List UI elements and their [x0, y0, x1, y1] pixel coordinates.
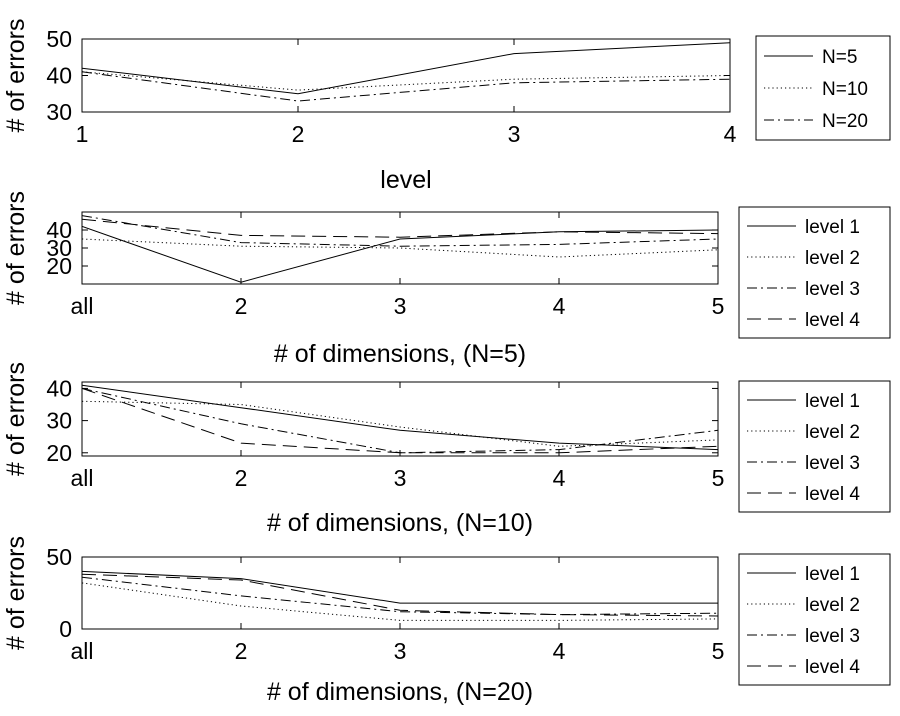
series-line-1 [82, 384, 718, 451]
legend-label: level 4 [805, 484, 860, 505]
x-tick-label: 3 [508, 121, 521, 147]
y-tick-label: 50 [46, 544, 72, 570]
series-line-1 [82, 570, 718, 604]
legend-box [738, 206, 891, 339]
y-tick-label: 30 [46, 235, 72, 261]
legend-label: level 4 [805, 310, 860, 331]
x-tick-label: 4 [724, 121, 737, 147]
x-tick-label: 2 [235, 465, 248, 491]
plot-frame [81, 556, 719, 630]
x-tick-label: all [70, 465, 93, 491]
legend-box [738, 553, 891, 686]
legend-label: level 4 [805, 657, 860, 678]
series-line-4 [82, 218, 718, 238]
series-line-2 [82, 400, 718, 447]
x-tick-label: 3 [394, 638, 407, 664]
x-axis-label: # of dimensions, (N=10) [267, 509, 533, 537]
y-tick-label: 30 [46, 99, 72, 125]
y-tick-label: 20 [46, 253, 72, 279]
x-tick-label: 1 [76, 121, 89, 147]
legend-label: level 3 [805, 453, 860, 474]
series-line-1 [82, 42, 730, 95]
x-tick-label: 5 [712, 465, 725, 491]
legend-label: level 2 [805, 422, 860, 443]
legend-box [755, 35, 891, 141]
chart-panel-3: all 2 3 4 5 20 30 40 # of dimensions, (N=10) # of… [2, 362, 891, 537]
x-tick-label: 4 [553, 465, 566, 491]
legend: N=5 N=10 N=20 [755, 35, 891, 141]
x-axis-label: # of dimensions, (N=20) [267, 678, 533, 706]
x-tick-label: 4 [553, 293, 566, 319]
legend-label: level 1 [805, 391, 860, 412]
x-tick-label: 5 [712, 638, 725, 664]
x-tick-label: all [70, 638, 93, 664]
legend-label: level 3 [805, 279, 860, 300]
y-tick-label: 40 [46, 63, 72, 89]
legend-label: level 1 [805, 564, 860, 585]
y-tick-label: 40 [46, 375, 72, 401]
plot-frame [81, 211, 719, 285]
series-line-3 [82, 71, 730, 102]
chart-panel-1: 1 2 3 4 30 40 50 level # of errors N=5 N=10 N=20 [2, 19, 891, 194]
legend: level 1 level 2 level 3 level 4 [738, 553, 891, 686]
legend-box [738, 380, 891, 513]
legend-label: N=5 [822, 47, 857, 68]
y-tick-label: 20 [46, 440, 72, 466]
x-tick-label: 5 [712, 293, 725, 319]
series-line-2 [82, 582, 718, 621]
legend-label: level 3 [805, 626, 860, 647]
y-axis-label: # of errors [2, 191, 30, 305]
legend: level 1 level 2 level 3 level 4 [738, 380, 891, 513]
series-line-2 [82, 238, 718, 258]
legend-label: N=10 [822, 79, 868, 100]
x-axis-label: # of dimensions, (N=5) [274, 340, 526, 368]
legend-label: level 2 [805, 595, 860, 616]
series-line-3 [82, 215, 718, 247]
series-line-4 [82, 573, 718, 617]
series-line-1 [82, 225, 718, 283]
y-tick-label: 0 [59, 616, 72, 642]
plot-frame [81, 381, 719, 457]
y-axis-label: # of errors [2, 19, 30, 133]
plot-frame [81, 38, 731, 113]
y-axis-label: # of errors [2, 362, 30, 476]
legend-label: level 1 [805, 217, 860, 238]
y-tick-label: 50 [46, 26, 72, 52]
legend-label: N=20 [822, 111, 868, 132]
legend: level 1 level 2 level 3 level 4 [738, 206, 891, 339]
series-line-4 [82, 387, 718, 454]
x-tick-label: 3 [394, 293, 407, 319]
legend-label: level 2 [805, 248, 860, 269]
x-tick-label: 2 [235, 638, 248, 664]
y-tick-label: 30 [46, 408, 72, 434]
y-tick-label: 40 [46, 217, 72, 243]
x-tick-label: 2 [235, 293, 248, 319]
y-axis-label: # of errors [2, 536, 30, 650]
x-tick-label: 3 [394, 465, 407, 491]
x-tick-label: all [70, 293, 93, 319]
series-line-3 [82, 576, 718, 616]
x-tick-label: 4 [553, 638, 566, 664]
x-tick-label: 2 [292, 121, 305, 147]
x-axis-label: level [380, 166, 431, 194]
